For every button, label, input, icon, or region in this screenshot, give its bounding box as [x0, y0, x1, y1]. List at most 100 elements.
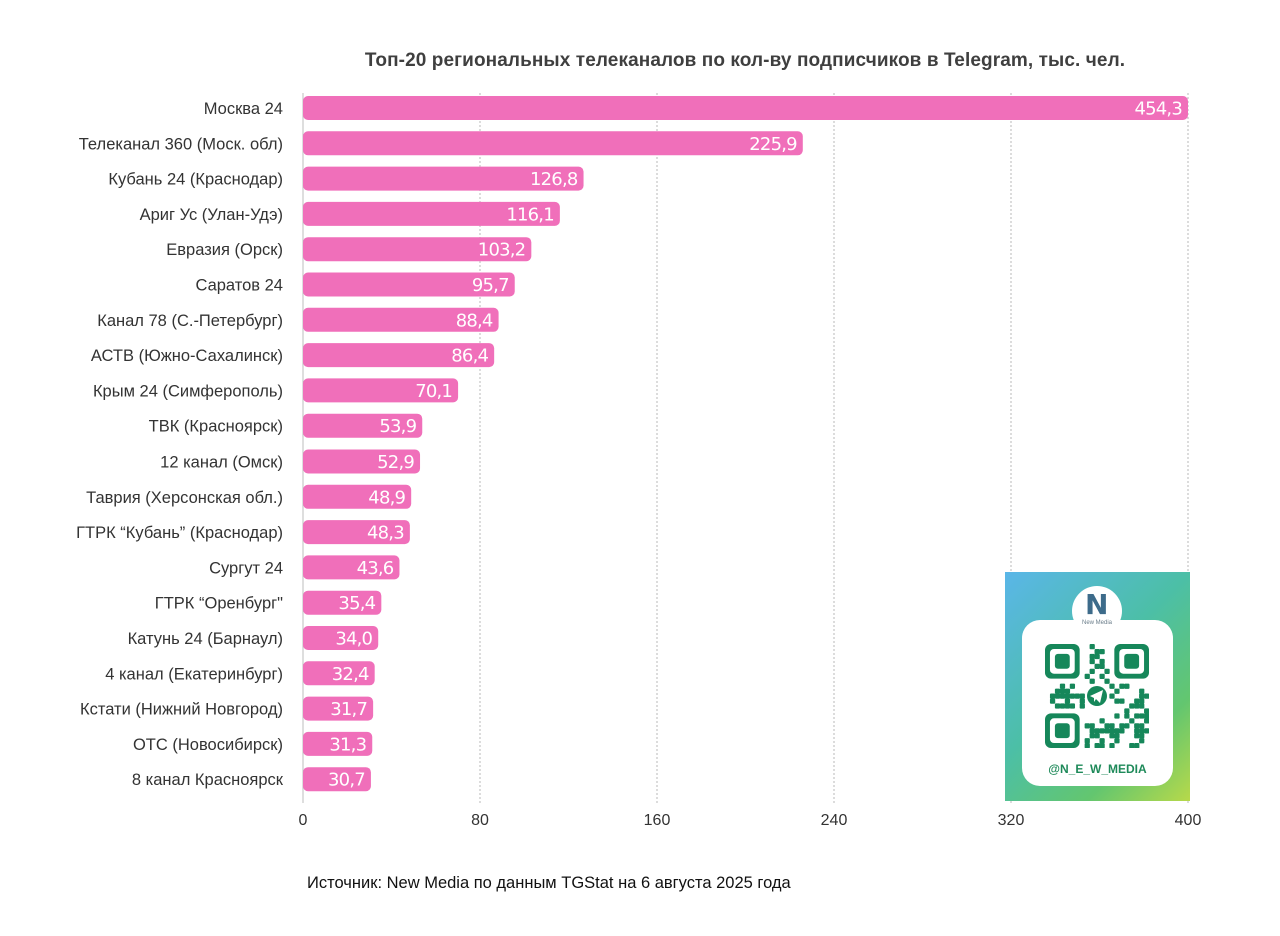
qr-module	[1124, 683, 1130, 689]
qr-module	[1119, 698, 1125, 704]
qr-module	[1134, 698, 1140, 704]
x-tick-label: 320	[998, 812, 1025, 829]
bar	[303, 484, 412, 509]
bar	[303, 449, 421, 474]
qr-module	[1104, 668, 1110, 675]
qr-module	[1139, 703, 1145, 709]
qr-module	[1089, 733, 1095, 739]
qr-module	[1089, 653, 1095, 660]
qr-code-icon[interactable]	[1045, 644, 1149, 748]
qr-module	[1119, 728, 1125, 734]
category-label: 12 канал (Омск)	[160, 454, 283, 472]
logo-text: New Media	[1081, 620, 1112, 626]
qr-module	[1099, 743, 1105, 748]
qr-module	[1099, 648, 1105, 655]
bar	[303, 378, 459, 403]
bar-chart: 454,3 225,9 126,8 116,1 103,2 95,7 88,4 86,4 70,…	[76, 93, 1202, 829]
qr-module	[1124, 708, 1130, 714]
bar	[303, 696, 374, 721]
qr-module	[1094, 653, 1100, 660]
category-label: Катунь 24 (Барнаул)	[128, 630, 283, 648]
x-tick-label: 80	[471, 812, 489, 829]
data-label: 116,1	[506, 204, 554, 225]
bar	[303, 96, 1188, 120]
x-tick-label: 400	[1175, 812, 1202, 829]
bar	[303, 555, 400, 580]
qr-module	[1054, 693, 1061, 699]
source-note: Источник: New Media по данным TGStat на …	[307, 874, 791, 892]
qr-module	[1089, 644, 1095, 650]
qr-module	[1124, 723, 1130, 729]
qr-module	[1089, 668, 1095, 675]
qr-module	[1084, 723, 1090, 729]
qr-module	[1109, 728, 1115, 734]
data-label: 95,7	[472, 275, 509, 296]
qr-module	[1059, 693, 1066, 699]
data-label: 30,7	[328, 770, 365, 791]
qr-module	[1134, 713, 1140, 719]
x-tick-label: 160	[644, 812, 671, 829]
qr-module	[1084, 743, 1090, 748]
qr-module	[1064, 703, 1071, 709]
qr-module	[1079, 693, 1085, 699]
qr-finder	[1124, 653, 1140, 669]
qr-module	[1119, 683, 1125, 689]
category-label: ОТС (Новосибирск)	[133, 736, 283, 754]
qr-module	[1114, 713, 1120, 719]
data-label: 32,4	[332, 664, 369, 685]
category-label: 4 канал (Екатеринбург)	[105, 665, 283, 683]
data-label: 48,3	[367, 523, 404, 544]
qr-module	[1089, 723, 1095, 729]
bar	[303, 343, 495, 368]
qr-module	[1139, 698, 1145, 704]
qr-module	[1134, 723, 1140, 729]
qr-module	[1064, 698, 1071, 704]
qr-module	[1114, 698, 1120, 704]
qr-module	[1134, 733, 1140, 739]
x-axis-ticks: 0 80 160 240 320 400	[299, 812, 1202, 829]
category-label: Евразия (Орск)	[166, 241, 283, 259]
qr-module	[1144, 708, 1149, 714]
data-label: 454,3	[1134, 99, 1182, 120]
bar	[303, 626, 379, 650]
category-label: АСТВ (Южно-Сахалинск)	[91, 347, 283, 365]
qr-module	[1054, 688, 1061, 694]
logo: N New Media	[1072, 586, 1122, 636]
bars: 454,3 225,9 126,8 116,1 103,2 95,7 88,4 86,4 70,…	[303, 96, 1188, 792]
qr-module	[1104, 678, 1110, 684]
data-label: 35,4	[338, 593, 375, 614]
data-label: 86,4	[451, 346, 488, 367]
qr-module	[1099, 673, 1105, 679]
qr-module	[1059, 683, 1066, 689]
qr-module	[1094, 728, 1100, 734]
qr-module	[1129, 718, 1135, 724]
promo-handle[interactable]: @N_E_W_MEDIA	[1048, 762, 1147, 776]
bar	[303, 413, 423, 438]
category-label: Таврия (Херсонская обл.)	[86, 489, 283, 507]
bar	[303, 166, 584, 191]
data-label: 31,3	[329, 734, 366, 755]
category-label: Кубань 24 (Краснодар)	[108, 171, 283, 189]
qr-module	[1049, 693, 1056, 699]
qr-module	[1144, 693, 1149, 699]
category-label: Саратов 24	[195, 277, 283, 295]
bar	[303, 201, 560, 226]
qr-module	[1139, 693, 1145, 699]
qr-module	[1094, 743, 1100, 748]
data-label: 31,7	[330, 699, 367, 720]
qr-module	[1134, 703, 1140, 709]
qr-module	[1124, 713, 1130, 719]
qr-finder	[1054, 653, 1070, 669]
category-label: ГТРК “Кубань” (Краснодар)	[76, 524, 283, 542]
bar	[303, 731, 373, 756]
category-label: Сургут 24	[209, 559, 283, 577]
qr-module	[1064, 688, 1071, 694]
qr-module	[1109, 723, 1115, 729]
category-label: ГТРК “Оренбург"	[155, 595, 283, 613]
qr-module	[1114, 738, 1120, 744]
promo-badge[interactable]: N New Media @N_E_W_MEDIA	[1005, 572, 1190, 801]
qr-module	[1104, 728, 1110, 734]
category-label: Ариг Ус (Улан-Удэ)	[140, 206, 283, 224]
bar	[303, 131, 803, 156]
category-label: 8 канал Красноярск	[132, 771, 284, 789]
